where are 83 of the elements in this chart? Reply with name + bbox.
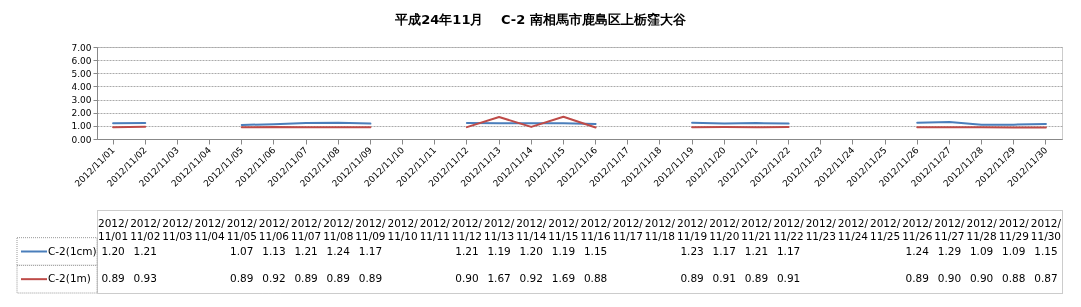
category-label: 2012/11/01 [97,216,129,242]
category-label: 2012/11/11 [419,216,450,242]
category-label: 2012/11/20 [709,216,740,242]
y-tick-label: 1.00 [71,121,92,132]
data-label: 0.92 [262,272,286,285]
y-tick-label: 7.00 [71,42,92,53]
category-label: 2012/11/19 [676,216,708,242]
y-tick-label: 5.00 [71,68,92,79]
data-label: 0.91 [712,272,736,285]
y-tick-label: 2.00 [71,108,92,119]
category-label: 2012/11/10 [387,216,418,242]
category-label: 2012/11/29 [998,216,1029,242]
data-label: 1.15 [583,244,608,257]
y-tick-label: 6.00 [71,55,92,66]
data-label: 0.89 [905,272,929,285]
category-label: 2012/11/25 [869,216,901,242]
data-label: 0.88 [583,272,608,285]
data-label: 1.21 [294,244,318,257]
data-label: 1.19 [487,244,511,257]
data-label: 1.15 [1034,244,1058,257]
data-label: 0.91 [776,272,801,285]
category-label: 2012/11/28 [966,216,997,242]
data-label: 1.67 [487,272,511,285]
data-label: 0.89 [101,272,125,285]
category-label: 2012/11/09 [355,216,386,242]
data-label: 1.21 [133,244,157,257]
category-label: 2012/11/17 [612,216,643,242]
data-label: 1.07 [230,244,254,257]
category-label: 2012/11/14 [516,216,547,242]
data-label: 1.21 [455,244,479,257]
data-label: 1.17 [358,244,383,257]
category-label: 2012/11/03 [162,216,193,242]
data-label: 1.69 [551,272,576,285]
category-label: 2012/11/12 [451,216,483,242]
data-label: 1.17 [712,244,736,257]
data-label: 0.89 [744,272,769,285]
data-label: 1.13 [262,244,286,257]
category-label: 2012/11/22 [773,216,804,242]
category-label: 2012/11/24 [837,216,869,242]
data-label: 0.89 [358,272,383,285]
category-label: 2012/11/27 [934,216,965,242]
category-label: 2012/11/23 [805,216,836,242]
data-label: 0.88 [1002,272,1026,285]
legend-label: C-2(1m) [48,272,91,285]
data-label: 0.89 [294,272,318,285]
legend-label: C-2(1cm) [48,244,97,257]
data-label: 1.09 [1002,244,1026,257]
category-label: 2012/11/02 [130,216,161,242]
category-label: 2012/11/21 [741,216,772,242]
data-label: 0.92 [519,272,543,285]
category-label: 2012/11/18 [644,216,676,242]
data-label: 0.89 [326,272,350,285]
category-label: 2012/11/30 [1030,216,1062,242]
category-label: 2012/11/16 [580,216,611,242]
data-label: 0.87 [1034,272,1058,285]
data-label: 1.19 [551,244,576,257]
category-label: 2012/11/08 [323,216,354,242]
data-label: 1.21 [744,244,769,257]
category-label: 2012/11/05 [226,216,257,242]
y-tick-label: 4.00 [71,81,92,92]
data-label: 1.17 [776,244,801,257]
data-label: 0.89 [680,272,704,285]
category-label: 2012/11/04 [194,216,225,242]
y-tick-label: 3.00 [71,95,92,106]
chart-title: 平成24年11月 C-2 南相馬市鹿島区上栃窪大谷 [394,12,687,27]
data-label: 0.89 [230,272,254,285]
data-label: 0.90 [937,272,962,285]
data-label: 0.90 [455,272,479,285]
data-label: 1.24 [905,244,930,257]
data-label: 1.24 [326,244,351,257]
category-label: 2012/11/15 [548,216,579,242]
data-label: 1.20 [519,244,543,257]
y-tick-label: 0.00 [71,134,92,145]
category-label: 2012/11/07 [290,216,322,242]
data-label: 1.09 [969,244,994,257]
category-label: 2012/11/13 [483,216,515,242]
data-label: 1.29 [937,244,962,257]
data-label: 1.20 [101,244,125,257]
data-label: 0.93 [133,272,157,285]
category-label: 2012/11/06 [258,216,290,242]
data-label: 0.90 [969,272,994,285]
data-label: 1.23 [680,244,704,257]
category-label: 2012/11/26 [902,216,933,242]
